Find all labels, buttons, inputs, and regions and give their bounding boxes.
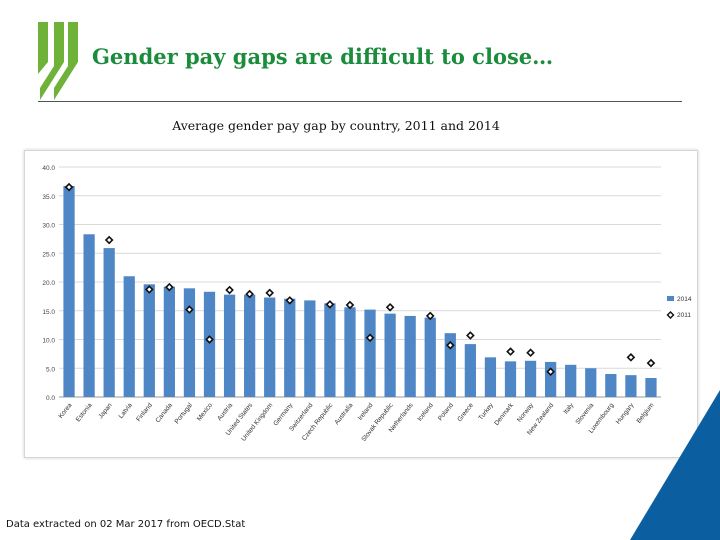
x-tick-label: Austria [216, 402, 234, 423]
bar-2014 [464, 344, 476, 397]
x-tick-label: Korea [57, 402, 73, 420]
bar-2014 [324, 303, 336, 397]
bar-2014 [364, 309, 376, 397]
legend-label-2011: 2011 [677, 312, 691, 319]
bar-2014 [304, 300, 316, 397]
x-tick-label: Portugal [174, 401, 195, 425]
marker-2011 [225, 285, 234, 295]
x-tick-label: Slovenia [574, 402, 595, 426]
marker-2011 [165, 282, 174, 292]
bar-2014 [524, 360, 537, 397]
legend-swatch-2014 [667, 296, 674, 301]
bar-2014 [103, 248, 115, 397]
marker-2011 [646, 358, 656, 368]
x-tick-label: Estonia [75, 402, 94, 424]
x-tick-label: Greece [456, 402, 475, 423]
marker-2011 [265, 288, 275, 298]
marker-2011 [385, 302, 395, 312]
bar-2014 [625, 375, 637, 397]
y-tick-label: 35.0 [42, 194, 55, 201]
marker-2011 [345, 300, 355, 310]
bar-2014 [504, 361, 517, 397]
x-tick-label: Ireland [357, 402, 375, 422]
x-tick-label: Italy [562, 401, 575, 415]
bar-2014 [123, 276, 135, 397]
marker-2011 [144, 285, 154, 294]
y-tick-label: 30.0 [42, 223, 55, 230]
x-tick-label: Canada [154, 402, 174, 425]
x-tick-label: Norway [516, 401, 536, 423]
marker-2011 [185, 305, 194, 314]
legend-swatch-2011 [666, 311, 675, 319]
x-tick-label: Australia [333, 402, 354, 427]
chart-subtitle: Average gender pay gap by country, 2011 … [172, 118, 500, 133]
logo-chevron-left [38, 22, 48, 74]
marker-2011 [365, 333, 375, 343]
chart-panel: 0.0 5.0 10.0 15.0 20.0 25.0 30.0 35.0 40.0 Korea E… [24, 150, 698, 458]
y-tick-label: 15.0 [42, 309, 55, 316]
marker-2011 [506, 347, 515, 356]
bar-2014 [163, 286, 175, 397]
bar-2014 [585, 368, 597, 397]
bar-2014 [264, 297, 276, 397]
bar-2014 [203, 291, 216, 397]
bar-2014 [444, 333, 456, 397]
bar-2014 [384, 313, 396, 397]
marker-2011 [546, 367, 555, 377]
y-tick-label: 20.0 [42, 280, 55, 287]
bar-2014 [404, 315, 416, 397]
oecd-logo [38, 22, 78, 100]
x-tick-label: Denmark [493, 401, 515, 427]
source-note: Data extracted on 02 Mar 2017 from OECD.… [6, 519, 246, 530]
corner-decoration [630, 390, 720, 540]
x-tick-label: Turkey [477, 401, 495, 421]
marker-2011 [526, 348, 535, 358]
bar-2014 [63, 185, 75, 397]
title-divider [38, 101, 682, 102]
marker-2011 [205, 335, 214, 344]
bar-2014 [484, 357, 497, 397]
bar-2014 [244, 294, 256, 397]
bar-2014 [565, 364, 577, 397]
logo-chevron-right [54, 22, 78, 100]
x-tick-label: Finland [135, 402, 154, 423]
marker-2011 [245, 289, 254, 299]
marker-2011 [325, 300, 335, 309]
y-tick-label: 5.0 [46, 366, 55, 373]
marker-2011 [425, 311, 435, 321]
y-tick-label: 10.0 [42, 338, 55, 345]
bar-2014 [83, 234, 95, 397]
x-tick-label: Japan [97, 402, 114, 421]
y-tick-label: 0.0 [46, 395, 55, 402]
bar-2014 [143, 284, 155, 397]
bar-2014 [284, 298, 296, 397]
x-tick-label: Latvia [118, 402, 134, 420]
page-title: Gender pay gaps are difficult to close… [92, 44, 554, 69]
bar-2014 [545, 361, 557, 397]
bar-chart: 0.0 5.0 10.0 15.0 20.0 25.0 30.0 35.0 40.0 Korea E… [42, 165, 692, 443]
marker-2011 [445, 340, 455, 350]
marker-2011 [626, 352, 636, 362]
bar-2014 [424, 317, 436, 397]
x-tick-label: Mexico [196, 402, 214, 423]
legend-label-2014: 2014 [677, 296, 692, 303]
bar-2014 [223, 294, 236, 397]
x-tick-label: Iceland [416, 402, 435, 423]
bar-2014 [605, 374, 617, 397]
marker-2011 [285, 296, 295, 305]
marker-2011 [64, 182, 74, 192]
bar-2014 [183, 288, 196, 397]
bar-2014 [645, 378, 657, 397]
marker-2011 [466, 331, 475, 340]
x-tick-label: Poland [437, 402, 455, 423]
bar-2014 [344, 307, 356, 397]
y-tick-label: 40.0 [42, 165, 55, 172]
marker-2011 [104, 235, 114, 245]
y-tick-label: 25.0 [42, 251, 55, 258]
logo-chevron-mid [40, 22, 64, 100]
